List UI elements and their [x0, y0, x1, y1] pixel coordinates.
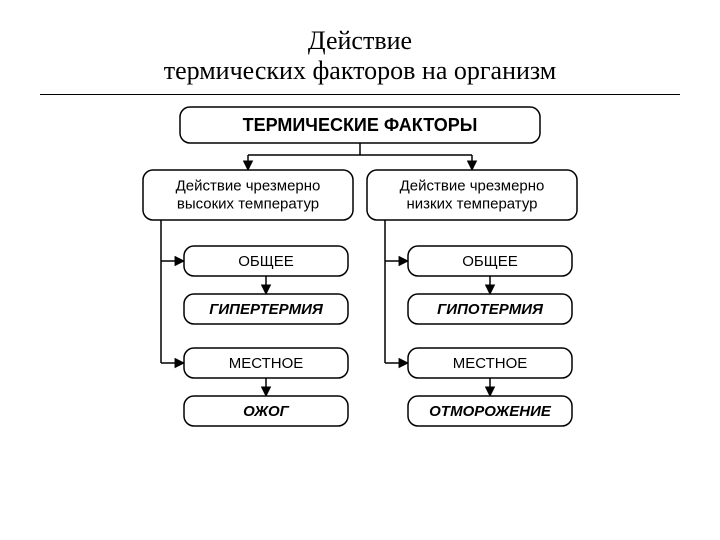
node-h_loc: МЕСТНОЕ: [184, 348, 348, 378]
title-line2: термических факторов на организм: [0, 56, 720, 86]
svg-text:ОБЩЕЕ: ОБЩЕЕ: [238, 253, 294, 270]
svg-text:МЕСТНОЕ: МЕСТНОЕ: [229, 355, 304, 372]
node-h_gen: ОБЩЕЕ: [184, 246, 348, 276]
page-title: Действие термических факторов на организ…: [0, 0, 720, 86]
svg-text:МЕСТНОЕ: МЕСТНОЕ: [453, 355, 528, 372]
title-line1: Действие: [0, 26, 720, 56]
svg-text:ОБЩЕЕ: ОБЩЕЕ: [462, 253, 518, 270]
node-h_burn: ОЖОГ: [184, 396, 348, 426]
node-l_gen: ОБЩЕЕ: [408, 246, 572, 276]
flowchart: ТЕРМИЧЕСКИЕ ФАКТОРЫДействие чрезмерновыс…: [0, 95, 720, 515]
node-l_loc: МЕСТНОЕ: [408, 348, 572, 378]
svg-text:ОЖОГ: ОЖОГ: [243, 403, 289, 420]
node-h_hyp: ГИПЕРТЕРМИЯ: [184, 294, 348, 324]
node-high: Действие чрезмерновысоких температур: [143, 170, 353, 220]
svg-text:ТЕРМИЧЕСКИЕ ФАКТОРЫ: ТЕРМИЧЕСКИЕ ФАКТОРЫ: [243, 115, 478, 135]
node-l_hyp: ГИПОТЕРМИЯ: [408, 294, 572, 324]
svg-text:низких температур: низких температур: [406, 196, 537, 213]
svg-text:ГИПОТЕРМИЯ: ГИПОТЕРМИЯ: [437, 301, 544, 318]
node-low: Действие чрезмернонизких температур: [367, 170, 577, 220]
svg-text:ОТМОРОЖЕНИЕ: ОТМОРОЖЕНИЕ: [429, 403, 552, 420]
svg-text:ГИПЕРТЕРМИЯ: ГИПЕРТЕРМИЯ: [209, 301, 324, 318]
node-root: ТЕРМИЧЕСКИЕ ФАКТОРЫ: [180, 107, 540, 143]
svg-text:Действие чрезмерно: Действие чрезмерно: [400, 178, 545, 195]
node-l_frost: ОТМОРОЖЕНИЕ: [408, 396, 572, 426]
svg-text:высоких температур: высоких температур: [177, 196, 319, 213]
svg-text:Действие чрезмерно: Действие чрезмерно: [176, 178, 321, 195]
